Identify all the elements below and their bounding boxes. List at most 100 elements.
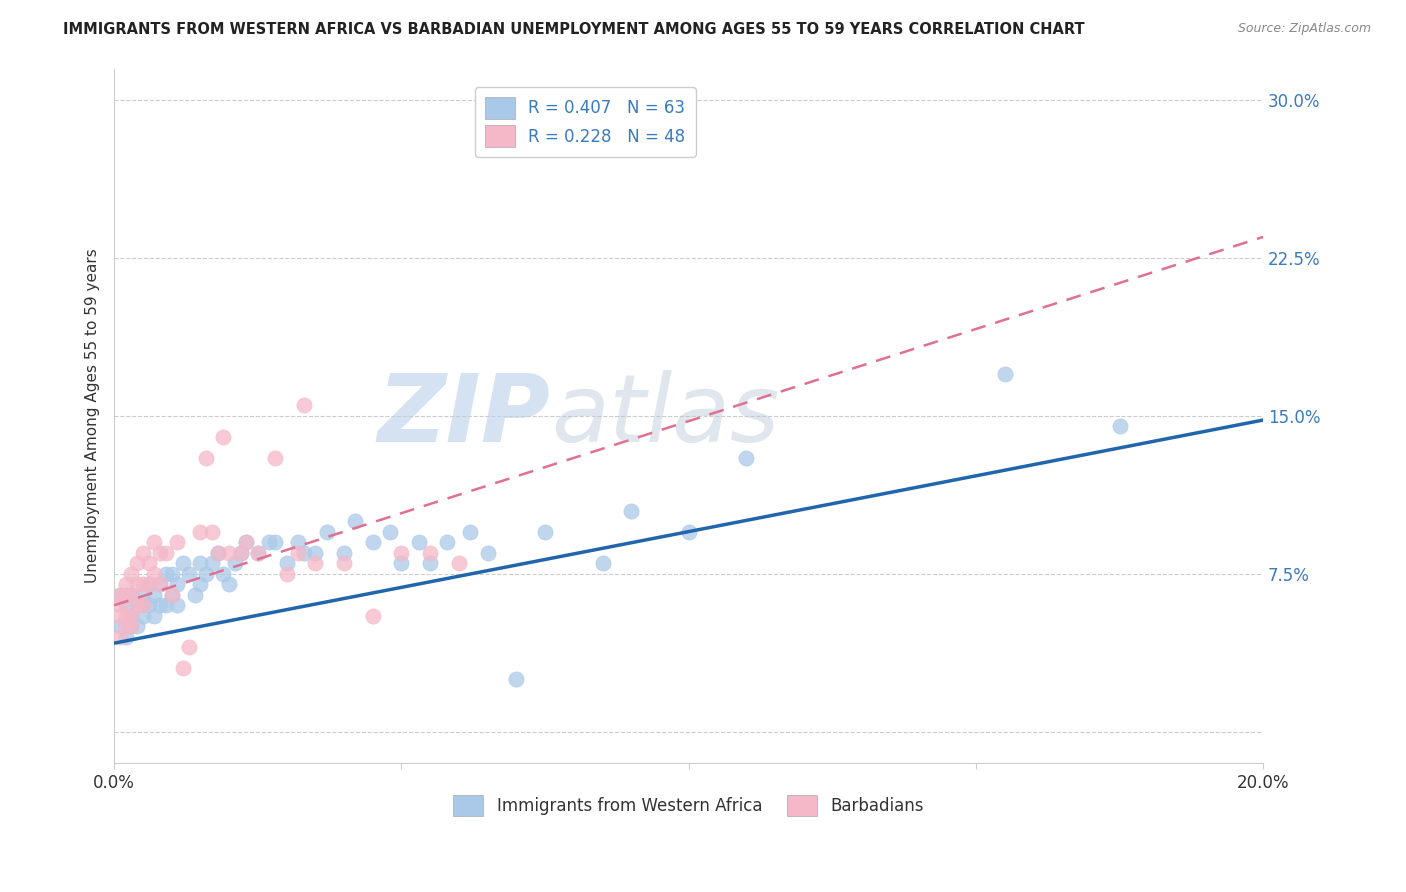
Point [149, 599, 172, 613]
Point [259, 535, 281, 549]
Legend: Immigrants from Western Africa, Barbadians: Immigrants from Western Africa, Barbadia… [446, 786, 932, 824]
Point [155, 566, 177, 581]
Point [177, 566, 200, 581]
Point [183, 588, 205, 602]
Point [994, 367, 1017, 381]
Point [344, 514, 367, 528]
Text: ZIP: ZIP [378, 370, 551, 462]
Point [114, 630, 136, 644]
Point [114, 599, 136, 613]
Point [218, 546, 240, 560]
Point [166, 535, 188, 549]
Point [391, 556, 413, 570]
Point [235, 535, 257, 549]
Point [155, 546, 177, 560]
Point [155, 599, 177, 613]
Point [477, 546, 499, 560]
Point [127, 599, 149, 613]
Point [172, 661, 194, 675]
Point [678, 524, 700, 539]
Point [120, 608, 142, 623]
Point [735, 450, 758, 465]
Point [149, 546, 172, 560]
Point [127, 599, 149, 613]
Point [149, 577, 172, 591]
Point [138, 577, 160, 591]
Point [108, 588, 131, 602]
Point [149, 577, 172, 591]
Text: atlas: atlas [551, 370, 779, 461]
Point [620, 503, 643, 517]
Point [235, 535, 257, 549]
Point [229, 546, 252, 560]
Point [160, 588, 183, 602]
Point [201, 556, 224, 570]
Point [1108, 419, 1130, 434]
Point [190, 556, 212, 570]
Point [333, 556, 356, 570]
Point [166, 599, 188, 613]
Point [138, 577, 160, 591]
Point [120, 588, 142, 602]
Point [114, 608, 136, 623]
Point [315, 524, 337, 539]
Point [160, 588, 183, 602]
Point [120, 619, 142, 633]
Point [190, 577, 212, 591]
Point [292, 546, 315, 560]
Point [160, 566, 183, 581]
Point [408, 535, 430, 549]
Point [127, 619, 149, 633]
Point [108, 608, 131, 623]
Point [592, 556, 614, 570]
Point [132, 599, 155, 613]
Point [143, 535, 166, 549]
Point [132, 546, 155, 560]
Point [212, 430, 235, 444]
Point [212, 566, 235, 581]
Text: Source: ZipAtlas.com: Source: ZipAtlas.com [1237, 22, 1371, 36]
Text: IMMIGRANTS FROM WESTERN AFRICA VS BARBADIAN UNEMPLOYMENT AMONG AGES 55 TO 59 YEA: IMMIGRANTS FROM WESTERN AFRICA VS BARBAD… [63, 22, 1085, 37]
Point [246, 546, 269, 560]
Point [108, 630, 131, 644]
Point [218, 577, 240, 591]
Point [378, 524, 401, 539]
Point [292, 398, 315, 412]
Point [304, 556, 326, 570]
Point [276, 556, 298, 570]
Point [264, 450, 287, 465]
Point [120, 566, 142, 581]
Point [108, 599, 131, 613]
Point [132, 588, 155, 602]
Point [460, 524, 482, 539]
Point [391, 546, 413, 560]
Point [201, 524, 224, 539]
Point [127, 577, 149, 591]
Point [132, 599, 155, 613]
Point [436, 535, 458, 549]
Point [108, 588, 131, 602]
Point [132, 577, 155, 591]
Point [143, 566, 166, 581]
Point [207, 546, 229, 560]
Point [177, 640, 200, 655]
Point [304, 546, 326, 560]
Point [419, 556, 441, 570]
Point [120, 588, 142, 602]
Point [172, 556, 194, 570]
Point [114, 619, 136, 633]
Point [114, 588, 136, 602]
Point [246, 546, 269, 560]
Point [143, 588, 166, 602]
Point [361, 608, 384, 623]
Point [534, 524, 557, 539]
Point [264, 535, 287, 549]
Point [333, 546, 356, 560]
Point [132, 608, 155, 623]
Point [419, 546, 441, 560]
Point [447, 556, 470, 570]
Point [120, 608, 142, 623]
Point [195, 566, 218, 581]
Point [276, 566, 298, 581]
Point [143, 608, 166, 623]
